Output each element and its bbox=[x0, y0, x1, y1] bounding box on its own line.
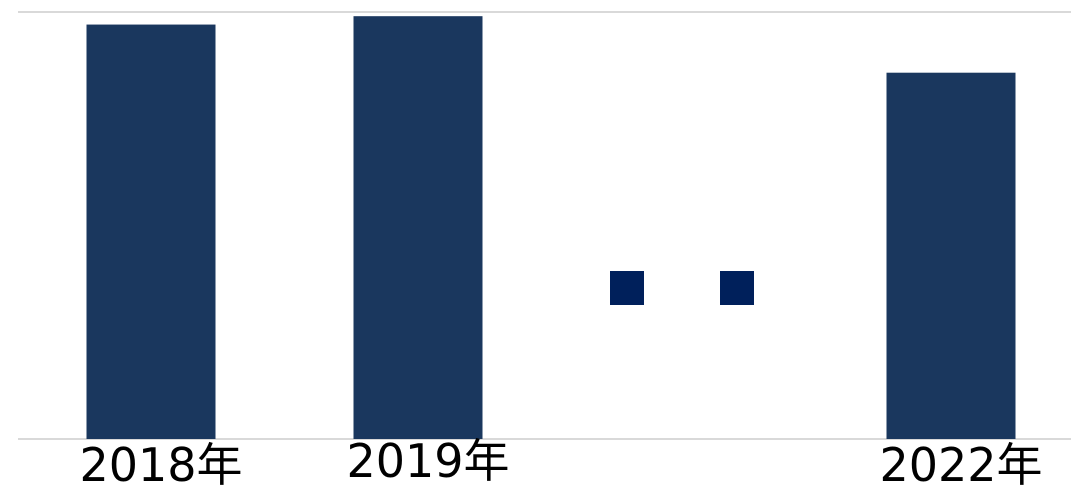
bars bbox=[86, 16, 1016, 439]
bar-0 bbox=[86, 24, 216, 439]
x-tick-label-1: 2019年 bbox=[346, 434, 509, 488]
gap-marker-0 bbox=[610, 271, 644, 305]
x-tick-label-0: 2018年 bbox=[79, 438, 242, 489]
gap-marker-1 bbox=[720, 271, 754, 305]
gap-markers bbox=[610, 271, 754, 305]
bar-2 bbox=[886, 72, 1016, 439]
x-tick-labels: 2018年 2019年 2022年 bbox=[79, 434, 1042, 489]
x-tick-label-2: 2022年 bbox=[879, 438, 1042, 489]
bar-1 bbox=[353, 16, 483, 439]
